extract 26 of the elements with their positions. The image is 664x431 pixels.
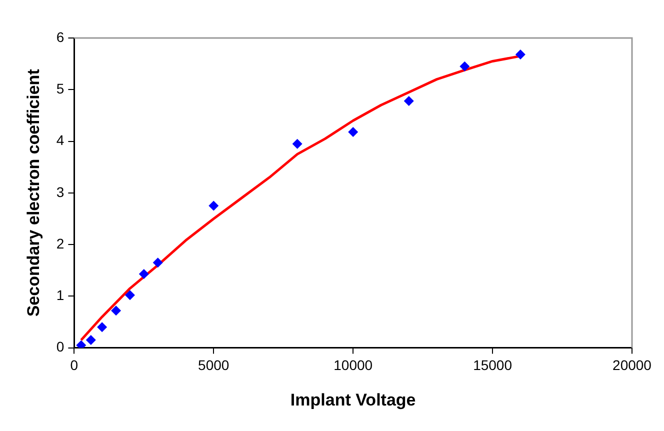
y-tick-label: 6 xyxy=(56,28,64,45)
point xyxy=(111,306,122,316)
point xyxy=(348,126,358,137)
point xyxy=(138,268,149,279)
point xyxy=(292,138,302,149)
y-tick-label: 5 xyxy=(56,80,64,96)
y-axis-title: Secondary electron coefficient xyxy=(24,68,43,317)
y-tick-label: 2 xyxy=(56,235,64,252)
point xyxy=(97,322,108,332)
y-tick-label: 4 xyxy=(56,132,64,148)
point xyxy=(124,290,135,300)
point xyxy=(86,335,96,346)
point xyxy=(208,200,219,211)
x-tick-label: 15000 xyxy=(473,357,512,374)
x-tick-label: 0 xyxy=(70,357,78,374)
y-tick-label: 3 xyxy=(56,184,64,200)
x-axis-title: Implant Voltage xyxy=(290,390,416,410)
y-tick-label: 1 xyxy=(56,287,64,304)
point xyxy=(152,258,163,268)
y-tick-label: 0 xyxy=(56,338,64,355)
point xyxy=(460,61,470,72)
x-tick-label: 20000 xyxy=(612,357,652,374)
x-tick-label: 5000 xyxy=(198,357,230,374)
point xyxy=(404,96,414,106)
point xyxy=(515,50,526,60)
x-tick-label: 10000 xyxy=(334,357,373,374)
